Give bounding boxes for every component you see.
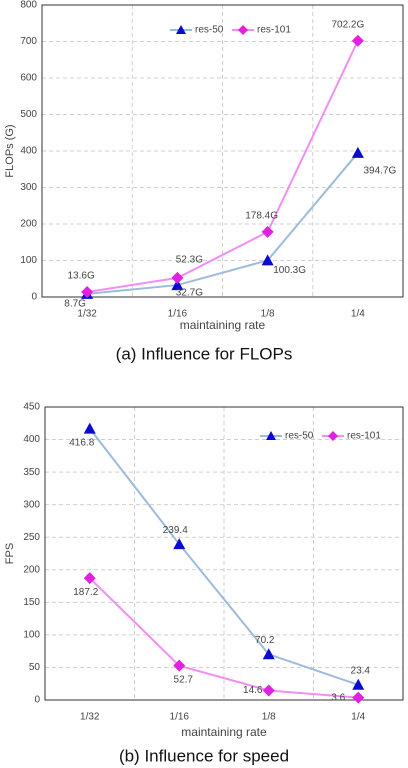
legend-label: res-101 xyxy=(257,25,291,36)
y-tick-label: 250 xyxy=(23,532,40,543)
marker-diamond xyxy=(261,225,274,238)
series-line xyxy=(89,577,359,699)
y-tick-label: 0 xyxy=(31,292,37,303)
y-tick-label: 0 xyxy=(34,695,40,706)
marker-triangle xyxy=(173,538,186,550)
y-tick-label: 500 xyxy=(20,109,37,120)
data-label: 14.6 xyxy=(243,685,263,696)
x-tick-label: 1/16 xyxy=(170,712,190,723)
data-label: 52.3G xyxy=(176,255,203,266)
marker-diamond xyxy=(352,691,365,704)
y-tick-label: 100 xyxy=(20,255,37,266)
data-label: 70.2 xyxy=(255,635,275,646)
data-label: 52.7 xyxy=(174,674,194,685)
y-tick-label: 800 xyxy=(20,0,37,11)
marker-triangle xyxy=(171,279,184,291)
data-label: 239.4 xyxy=(163,525,188,536)
y-tick-label: 200 xyxy=(20,219,37,230)
marker-triangle xyxy=(83,422,96,434)
data-label: 8.7G xyxy=(64,298,86,309)
y-tick-label: 50 xyxy=(29,662,41,673)
y-tick-label: 300 xyxy=(23,499,40,510)
x-tick-label: 1/32 xyxy=(80,712,100,723)
series-line xyxy=(88,428,359,686)
data-label: 416.8 xyxy=(69,437,94,448)
data-label: 702.2G xyxy=(331,19,364,30)
legend-marker xyxy=(328,431,338,441)
marker-diamond xyxy=(351,34,364,47)
data-label: 3.6 xyxy=(331,692,345,703)
x-tick-label: 1/16 xyxy=(168,309,188,320)
data-label: 178.4G xyxy=(245,211,278,222)
plot-frame xyxy=(41,4,404,298)
series-line xyxy=(87,152,359,295)
plot-frame xyxy=(44,406,404,701)
y-axis-label: FPS xyxy=(4,543,16,564)
data-label: 100.3G xyxy=(273,265,306,276)
x-axis-label: maintaining rate xyxy=(180,318,266,332)
data-label: 32.7G xyxy=(176,288,203,299)
y-tick-label: 400 xyxy=(20,146,37,157)
marker-triangle xyxy=(262,648,275,660)
x-tick-label: 1/32 xyxy=(77,309,97,320)
data-label: 394.7G xyxy=(363,166,396,177)
y-tick-label: 600 xyxy=(20,73,37,84)
x-tick-label: 1/8 xyxy=(261,309,275,320)
marker-triangle xyxy=(351,146,364,158)
data-label: 13.6G xyxy=(68,271,95,282)
legend-label: res-101 xyxy=(347,431,381,442)
data-label: 23.4 xyxy=(351,665,371,676)
y-tick-label: 700 xyxy=(20,36,37,47)
y-tick-label: 400 xyxy=(23,434,40,445)
x-tick-label: 1/4 xyxy=(351,712,365,723)
legend-marker xyxy=(266,431,276,440)
legend-marker xyxy=(238,25,248,35)
caption: (b) Influence for speed xyxy=(119,746,289,765)
legend-marker xyxy=(176,25,186,34)
marker-diamond xyxy=(83,572,96,585)
caption: (a) Influence for FLOPs xyxy=(116,344,293,363)
series-line xyxy=(86,40,359,294)
x-axis-label: maintaining rate xyxy=(181,725,267,739)
y-tick-label: 200 xyxy=(23,564,40,575)
marker-diamond xyxy=(171,271,184,284)
y-tick-label: 450 xyxy=(23,402,40,413)
marker-triangle xyxy=(261,254,274,266)
legend-label: res-50 xyxy=(285,431,314,442)
y-tick-label: 300 xyxy=(20,182,37,193)
x-tick-label: 1/4 xyxy=(351,309,365,320)
marker-diamond xyxy=(81,286,94,299)
legend-label: res-50 xyxy=(195,25,224,36)
y-tick-label: 150 xyxy=(23,597,40,608)
data-label: 187.2 xyxy=(73,587,98,598)
marker-diamond xyxy=(173,659,186,672)
y-tick-label: 350 xyxy=(23,467,40,478)
y-axis-label: FLOPs (G) xyxy=(4,124,16,177)
y-tick-label: 100 xyxy=(23,630,40,641)
x-tick-label: 1/8 xyxy=(262,712,276,723)
marker-diamond xyxy=(262,684,275,697)
marker-triangle xyxy=(352,678,365,690)
